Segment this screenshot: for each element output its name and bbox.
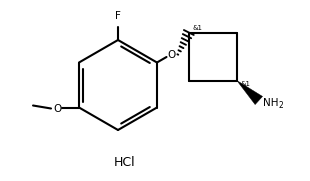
Text: HCl: HCl [114, 155, 136, 169]
Text: O: O [53, 104, 61, 113]
Text: O: O [168, 49, 176, 60]
Text: NH: NH [263, 98, 278, 108]
Text: F: F [115, 11, 121, 21]
Text: &1: &1 [193, 24, 203, 31]
Polygon shape [237, 81, 263, 105]
Text: 2: 2 [279, 101, 284, 110]
Text: &1: &1 [241, 81, 251, 87]
